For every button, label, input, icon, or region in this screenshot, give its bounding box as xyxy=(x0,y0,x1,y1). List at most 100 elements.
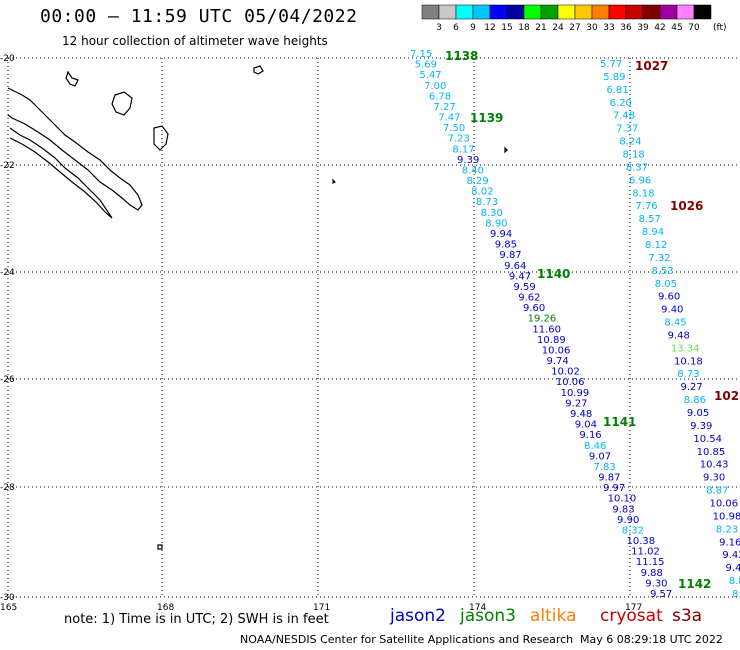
generated-timestamp: May 6 08:29:18 UTC 2022 xyxy=(580,633,723,646)
cryosat-value: 6.81 xyxy=(606,85,628,96)
jason3-value: 8.30 xyxy=(481,208,503,219)
colorbar-swatch xyxy=(676,4,695,20)
cryosat-value: 8.87 xyxy=(706,486,728,497)
jason3-value: 7.00 xyxy=(424,81,446,92)
jason3-value: 9.94 xyxy=(490,229,512,240)
cryosat-value: 13.34 xyxy=(671,343,700,354)
cryosat-track: 5.775.896.816.207.487.378.248.188.376.96… xyxy=(600,59,740,600)
cryosat-value: 6.96 xyxy=(629,175,651,186)
colorbar-tick-label: 70 xyxy=(688,23,700,33)
cryosat-value: 7.37 xyxy=(616,124,638,135)
jason3-value: 9.30 xyxy=(645,578,667,589)
jason3-value: 9.85 xyxy=(495,240,517,251)
pass-number-cryosat: 1026 xyxy=(670,199,703,213)
jason3-track: 7.155.695.477.006.787.277.477.507.238.17… xyxy=(410,49,672,600)
jason3-value: 10.02 xyxy=(551,367,580,378)
lon-label: 171 xyxy=(313,603,330,613)
jason3-value: 9.64 xyxy=(504,261,526,272)
jason3-value: 10.06 xyxy=(556,377,585,388)
lon-label: 174 xyxy=(469,603,486,613)
pass-number-cryosat: 102 xyxy=(714,389,739,403)
cryosat-value: 8.73 xyxy=(677,369,699,380)
jason3-value: 9.59 xyxy=(514,282,536,293)
latitude-labels: -20 -22 -24 -26 -28 -30 xyxy=(0,54,15,603)
jason3-value: 5.47 xyxy=(419,70,441,81)
colorbar-tick-label: 18 xyxy=(518,23,530,33)
cryosat-value: 10.18 xyxy=(674,356,703,367)
cryosat-value: 9.39 xyxy=(690,421,712,432)
jason3-value: 11.02 xyxy=(631,547,660,558)
colorbar-swatch xyxy=(557,4,576,20)
jason3-value: 9.97 xyxy=(603,483,625,494)
jason3-value: 9.62 xyxy=(518,293,540,304)
legend-altika: altika xyxy=(530,606,577,626)
colorbar-swatch xyxy=(506,4,525,20)
jason3-value: 9.60 xyxy=(523,303,545,314)
cryosat-value: 9.4 xyxy=(726,563,740,574)
jason3-value: 9.87 xyxy=(598,473,620,484)
cryosat-value: 8.18 xyxy=(632,188,654,199)
colorbar-tick-label: 45 xyxy=(671,23,682,33)
colorbar-tick-label: 42 xyxy=(654,23,665,33)
cryosat-value: 5.77 xyxy=(600,59,622,70)
cryosat-value: 8. xyxy=(732,589,740,600)
cryosat-value: 9.30 xyxy=(703,473,725,484)
colorbar-tick-label: 27 xyxy=(569,23,580,33)
pass-number-cryosat: 1027 xyxy=(635,59,668,73)
pass-number-jason3: 1138 xyxy=(445,49,478,63)
jason3-value: 9.27 xyxy=(565,398,587,409)
lat-label: -24 xyxy=(0,268,15,278)
colorbar-tick-label: 9 xyxy=(470,23,476,33)
lat-label: -22 xyxy=(0,161,15,171)
colorbar-tick-label: 15 xyxy=(501,23,512,33)
coastline xyxy=(7,65,508,550)
legend-jason3: jason3 xyxy=(460,606,516,626)
cryosat-value: 9.48 xyxy=(668,330,690,341)
jason3-value: 9.04 xyxy=(575,420,597,431)
colorbar-swatch xyxy=(642,4,661,20)
jason3-value: 10.38 xyxy=(626,536,655,547)
footnote: note: 1) Time is in UTC; 2) SWH is in fe… xyxy=(64,612,329,627)
cryosat-value: 8.57 xyxy=(639,214,661,225)
colorbar-swatch xyxy=(608,4,627,20)
cryosat-value: 8.94 xyxy=(642,227,664,238)
jason3-value: 7.50 xyxy=(443,123,465,134)
jason3-value: 9.39 xyxy=(457,155,479,166)
pass-number-jason3: 1140 xyxy=(537,267,570,281)
cryosat-value: 5.89 xyxy=(603,72,625,83)
cryosat-value: 8.53 xyxy=(652,266,674,277)
colorbar-tick-label: 6 xyxy=(453,23,459,33)
lat-label: -20 xyxy=(0,54,15,64)
colorbar-swatch xyxy=(591,4,610,20)
cryosat-value: 7.48 xyxy=(613,111,635,122)
colorbar-swatch xyxy=(693,4,712,20)
jason3-value: 9.74 xyxy=(546,356,568,367)
jason3-value: 11.60 xyxy=(532,324,561,335)
jason3-value: 9.47 xyxy=(509,271,531,282)
jason3-value: 9.88 xyxy=(641,568,663,579)
pass-labels: 1138 1139 1140 1141 1142 1027 1026 102 xyxy=(445,49,739,591)
colorbar-swatch xyxy=(540,4,559,20)
pass-number-jason3: 1141 xyxy=(603,415,636,429)
jason3-value: 8.32 xyxy=(622,525,644,536)
jason3-value: 8.17 xyxy=(452,144,474,155)
colorbar-tick-label: 24 xyxy=(552,23,564,33)
colorbar-tick-label: 33 xyxy=(603,23,614,33)
jason3-value: 9.87 xyxy=(499,250,521,261)
jason3-value: 9.16 xyxy=(579,430,601,441)
cryosat-value: 9.05 xyxy=(687,408,709,419)
colorbar-swatch xyxy=(455,4,474,20)
cryosat-value: 8.18 xyxy=(623,149,645,160)
jason3-value: 8.46 xyxy=(584,441,606,452)
cryosat-value: 10.54 xyxy=(693,434,722,445)
legend-jason2: jason2 xyxy=(390,606,446,626)
cryosat-value: 9.42 xyxy=(722,550,740,561)
jason3-value: 5.69 xyxy=(415,60,437,71)
colorbar-tick-label: 36 xyxy=(620,23,632,33)
jason3-value: 11.15 xyxy=(636,557,665,568)
colorbar-tick-label: 12 xyxy=(484,23,495,33)
colorbar-tick-label: 21 xyxy=(535,23,546,33)
cryosat-value: 7.76 xyxy=(635,201,657,212)
jason3-value: 9.83 xyxy=(612,504,634,515)
colorbar: 3 6 9 12 15 18 21 24 27 30 33 36 39 42 45 70 (ft) xyxy=(421,4,727,33)
